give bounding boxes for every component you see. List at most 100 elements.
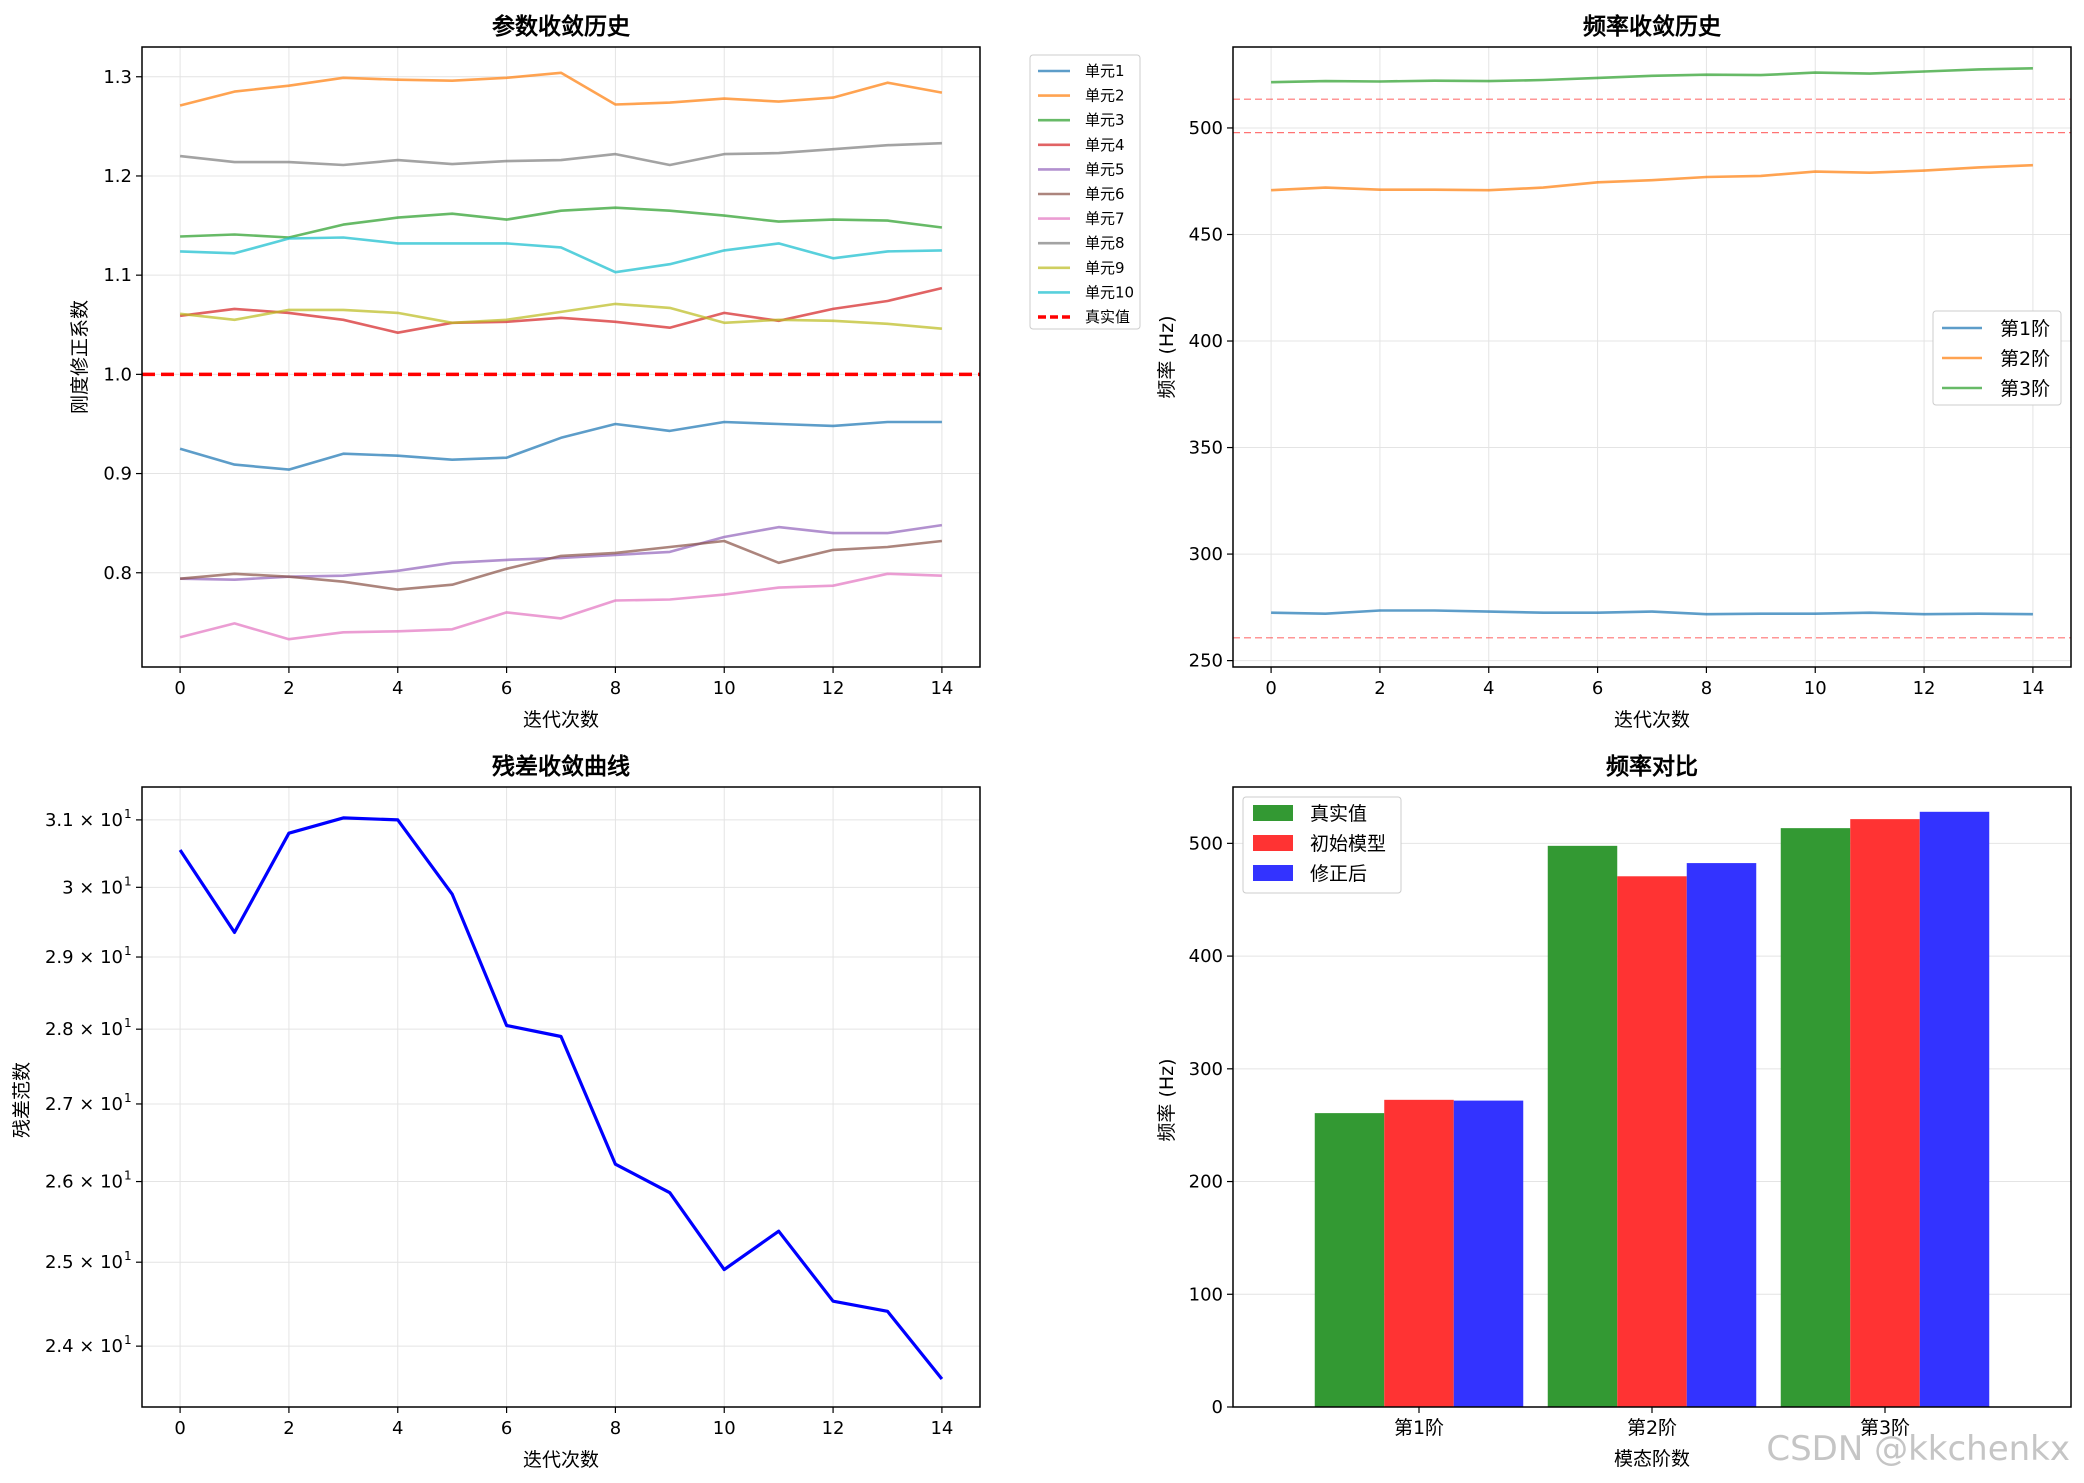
p4-ylabel: 频率 (Hz) [1156,1058,1178,1141]
p1-series-line [179,71,943,107]
p2-xtick-label: 12 [1913,678,1936,699]
p1-legend-label: 单元4 [1085,136,1125,154]
panel-frequency-comparison: 第1阶 第2阶 第3阶 0 100 200 300 400 500 频率对比 模态阶数 频率 … [1156,753,2072,1470]
p4-ytick-label: 400 [1189,946,1223,967]
p1-xtick-label: 0 [174,678,185,699]
p3-ytick-label: 3.1 × 10 [45,810,123,831]
p1-ytick-label: 1.0 [103,364,132,385]
p4-bar [1384,1099,1454,1407]
p1-legend-label: 单元5 [1085,160,1125,178]
p4-ytick-label: 200 [1189,1172,1223,1193]
p2-xtick-label: 4 [1483,678,1494,699]
watermark: CSDN @kkchenkx [1766,1429,2070,1469]
p3-ytick-exponent: 1 [124,1333,132,1347]
p3-ytick-label: 2.7 × 10 [45,1094,123,1115]
p4-bar [1617,876,1687,1407]
p3-ytick-exponent: 1 [124,1016,132,1030]
p1-series-line [179,141,942,167]
p4-bar [1686,863,1757,1407]
p4-bar [1547,845,1618,1407]
p4-bar [1850,819,1920,1407]
p1-xtick-label: 2 [283,678,294,699]
p3-xlabel: 迭代次数 [523,1449,599,1471]
p3-ytick-exponent: 1 [124,944,132,958]
p4-bar [1919,811,1990,1407]
p2-ytick-label: 300 [1189,544,1223,565]
p1-xlabel: 迭代次数 [523,709,599,731]
p2-series-line [1271,609,2033,616]
p1-ytick-label: 1.1 [103,265,132,286]
panel-residual-curve: 0 2 4 6 8 10 12 14 2.4 × 10 12.5 × 10 12.6 × 10 12… [11,753,981,1471]
p1-legend-label: 单元6 [1085,185,1125,203]
p1-legend-label: 单元1 [1085,62,1125,80]
p1-ylabel: 刚度修正系数 [69,300,91,414]
p3-ytick-exponent: 1 [124,1169,132,1183]
p3-ytick-exponent: 1 [124,807,132,821]
p2-ytick-label: 250 [1189,651,1223,672]
p2-xtick-label: 6 [1592,678,1603,699]
p2-ytick-label: 350 [1189,438,1223,459]
p4-legend-label: 初始模型 [1310,833,1386,855]
p1-series-line [179,286,943,335]
p4-legend-label: 真实值 [1310,803,1367,825]
p3-ytick-label: 2.5 × 10 [45,1252,123,1273]
p4-ytick-label: 500 [1189,833,1223,854]
p2-xtick-label: 2 [1374,678,1385,699]
p4-bar [1780,828,1851,1407]
p4-xlabel: 模态阶数 [1614,1448,1690,1470]
p1-title: 参数收敛历史 [492,13,631,40]
p4-title: 频率对比 [1606,753,1698,780]
p3-xtick-label: 6 [501,1418,512,1439]
p1-legend-label: 单元3 [1085,111,1125,129]
p4-bar [1453,1100,1524,1407]
p1-series-line [180,206,943,239]
p4-legend-label: 修正后 [1310,863,1367,885]
p2-xtick-label: 8 [1701,678,1712,699]
p3-ylabel: 残差范数 [11,1062,33,1138]
p1-series-line [180,523,943,582]
p2-ylabel: 频率 (Hz) [1156,315,1178,398]
p1-legend-label: 单元9 [1085,259,1125,277]
p2-legend-label: 第3阶 [2000,378,2050,400]
p3-series-line [178,816,944,1381]
p3-xtick-label: 2 [283,1418,294,1439]
p2-legend-label: 第1阶 [2000,318,2050,340]
p3-ytick-label: 2.6 × 10 [45,1172,123,1193]
p3-xtick-label: 0 [174,1418,185,1439]
p3-xtick-label: 8 [610,1418,621,1439]
p1-xtick-label: 8 [610,678,621,699]
p3-xtick-label: 14 [930,1418,953,1439]
p1-legend: 单元1 单元2 单元3 单元4 单元5 单元6 单元7 单元8 单元9 单元10 真实值 [1029,54,1141,330]
p2-xtick-label: 0 [1265,678,1276,699]
p4-ytick-label: 0 [1212,1397,1223,1418]
p1-ytick-label: 1.3 [103,67,132,88]
p1-axes-frame [141,46,981,668]
p3-xtick-label: 4 [392,1418,403,1439]
p2-xlabel: 迭代次数 [1614,709,1690,731]
p2-xtick-label: 14 [2021,678,2044,699]
p4-ytick-label: 100 [1189,1284,1223,1305]
p1-legend-frame [1029,54,1141,330]
p1-ytick-label: 1.2 [103,166,132,187]
panel-parameter-history: 0 2 4 6 8 10 12 14 0.8 0.9 1.0 1.1 1.2 1.3 参数收敛历史 迭代… [69,13,1141,731]
p3-ytick-label: 3 × 10 [62,877,123,898]
p1-xtick-label: 14 [930,678,953,699]
p1-series-line [179,420,942,471]
p2-legend-frame [1932,310,2062,406]
p1-series-line [179,302,943,330]
p1-legend-label: 单元2 [1085,87,1125,105]
p4-legend-swatch [1253,835,1293,851]
p3-title: 残差收敛曲线 [492,753,630,780]
p1-xtick-label: 12 [822,678,845,699]
p3-ytick-label: 2.4 × 10 [45,1336,123,1357]
p3-xtick-label: 12 [822,1418,845,1439]
p1-xtick-label: 6 [501,678,512,699]
p1-xtick-label: 10 [713,678,736,699]
p2-ytick-label: 450 [1189,224,1223,245]
p4-bar [1314,1113,1385,1407]
p1-series-line [180,236,942,274]
p1-legend-label: 单元7 [1085,210,1125,228]
p2-xtick-label: 10 [1804,678,1827,699]
